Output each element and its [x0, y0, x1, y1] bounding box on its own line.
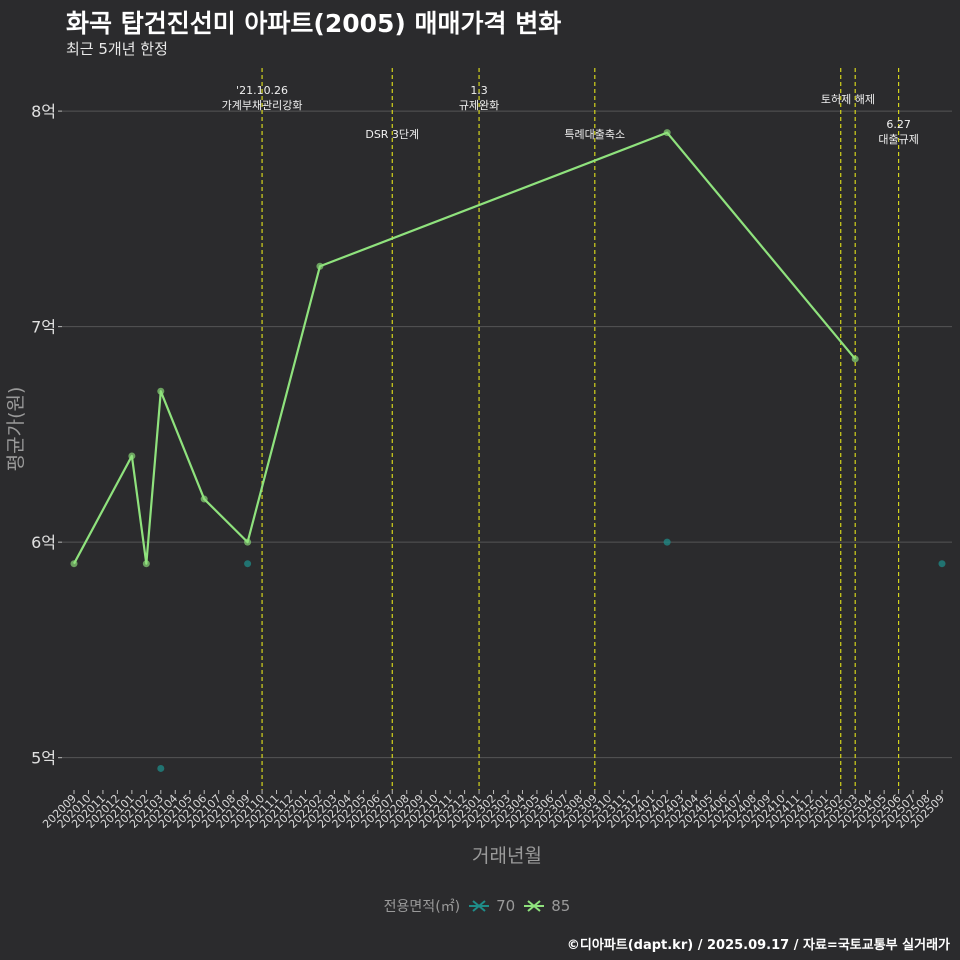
series-85-point	[200, 495, 208, 503]
series-85-point	[663, 129, 671, 137]
legend-label-85: 85	[551, 897, 571, 915]
chart-subtitle: 최근 5개년 한정	[66, 40, 168, 58]
legend-key-70-icon	[469, 900, 490, 912]
series-70-point	[244, 560, 252, 568]
caption: ©디아파트(dapt.kr) / 2025.09.17 / 자료=국토교통부 실…	[566, 938, 950, 953]
legend-title: 전용면적(㎡)	[383, 899, 461, 915]
legend-item-70[interactable]: 70	[468, 897, 515, 915]
y-tick-label: 6억	[31, 533, 56, 552]
event-label: 토허제 해제	[821, 92, 875, 106]
series-85-line	[73, 131, 857, 565]
event-label-line: 6.27	[886, 118, 911, 131]
series-85-point	[128, 452, 136, 460]
event-label: 1.3 규제완화	[459, 84, 499, 112]
event-label-line: 가계부채관리강화	[222, 99, 303, 112]
series-85-point	[142, 560, 150, 568]
grid-layer	[62, 110, 952, 759]
event-label: '21.10.26 가계부채관리강화	[222, 84, 303, 112]
legend-item-85[interactable]: 85	[523, 897, 570, 915]
series-85-point	[851, 355, 859, 363]
series-70-point	[663, 538, 671, 546]
event-label-line: '21.10.26	[236, 84, 288, 97]
series-85-point	[157, 387, 165, 395]
x-axis-title: 거래년월	[472, 845, 542, 867]
event-label-line: 1.3	[470, 84, 488, 97]
event-label-line: 대출규제	[878, 133, 918, 146]
series-85-point	[70, 560, 78, 568]
y-axis-title: 평균가(원)	[5, 387, 27, 472]
event-label-line: 토허제 해제	[821, 92, 875, 106]
event-label-line: DSR 3단계	[365, 128, 419, 141]
y-tick-label: 5억	[31, 749, 56, 768]
series-layer	[70, 129, 946, 772]
event-label: DSR 3단계	[365, 128, 419, 141]
series-70-point	[157, 764, 165, 772]
legend-key-85-icon	[524, 900, 545, 912]
y-tick-label: 7억	[31, 318, 56, 337]
axis-layer: 5억6억7억8억20200920201020201120201220210120…	[5, 102, 947, 867]
chart-title: 화곡 탑건진선미 아파트(2005) 매매가격 변화	[66, 9, 562, 38]
event-label-line: 규제완화	[459, 99, 499, 112]
event-label: 6.27 대출규제	[878, 118, 918, 146]
series-70-point	[938, 560, 946, 568]
series-85-point	[244, 538, 252, 546]
legend-label-70: 70	[496, 897, 516, 915]
legend: 전용면적(㎡) 70 85	[0, 896, 960, 916]
series-85-point	[316, 262, 324, 270]
y-tick-label: 8억	[31, 102, 56, 121]
event-label: 특례대출축소	[564, 128, 625, 141]
event-label-line: 특례대출축소	[564, 128, 625, 141]
